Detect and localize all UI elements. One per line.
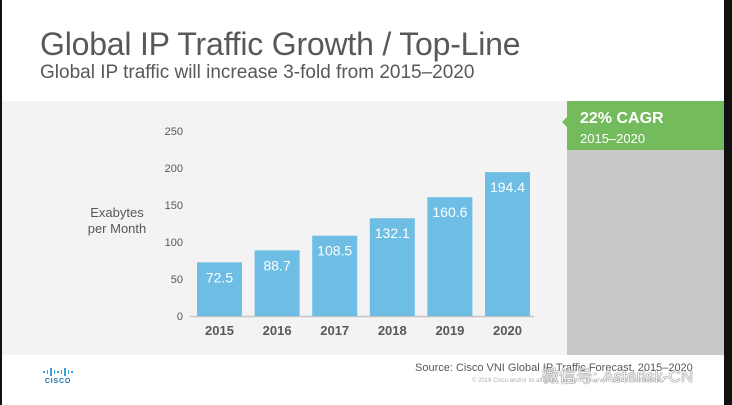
bar-value-label: 194.4 — [490, 179, 525, 195]
cisco-logo-text: CISCO — [44, 378, 72, 385]
cagr-headline: 22% CAGR — [580, 110, 664, 127]
bar — [369, 218, 415, 316]
cagr-callout: 22% CAGR 2015–2020 — [562, 101, 724, 150]
x-tick-label: 2015 — [205, 323, 234, 338]
slide-subtitle: Global IP traffic will increase 3-fold f… — [40, 62, 475, 83]
x-tick-label: 2020 — [493, 323, 522, 338]
slide-title: Global IP Traffic Growth / Top-Line — [40, 26, 521, 62]
x-tick-label: 2018 — [378, 323, 407, 338]
bar-value-label: 88.7 — [263, 257, 290, 273]
y-tick-label: 50 — [171, 274, 183, 286]
cisco-logo-bars-icon — [38, 368, 78, 376]
y-axis-label-line-2: per Month — [87, 221, 147, 236]
y-axis-label: Exabytes per Month — [72, 205, 162, 237]
y-tick-label: 0 — [177, 311, 183, 323]
bar — [254, 250, 300, 316]
bar-value-label: 72.5 — [206, 269, 233, 285]
watermark: 微信号: Asterisk-CN — [542, 367, 694, 386]
bar-value-label: 132.1 — [375, 225, 410, 241]
bar — [485, 172, 530, 316]
x-tick-label: 2019 — [435, 323, 464, 338]
cagr-period: 2015–2020 — [580, 131, 646, 146]
x-tick-label: 2016 — [263, 323, 292, 338]
y-tick-label: 200 — [165, 163, 183, 175]
y-tick-label: 100 — [165, 237, 183, 249]
y-tick-label: 250 — [165, 126, 183, 138]
bar-value-label: 160.6 — [432, 204, 467, 220]
cisco-logo: CISCO — [38, 368, 78, 388]
x-tick-label: 2017 — [320, 323, 349, 338]
bar — [427, 197, 473, 316]
bar-value-label: 108.5 — [317, 243, 352, 259]
window-frame — [724, 0, 732, 405]
copyright-footer: © 2016 Cisco and/or its affiliates. All … — [472, 378, 666, 384]
y-axis-label-line-1: Exabytes — [90, 205, 144, 220]
bar — [312, 235, 358, 316]
y-tick-label: 150 — [165, 200, 183, 212]
bar — [197, 262, 242, 316]
source-note: Source: Cisco VNI Global IP Traffic Fore… — [415, 362, 693, 374]
